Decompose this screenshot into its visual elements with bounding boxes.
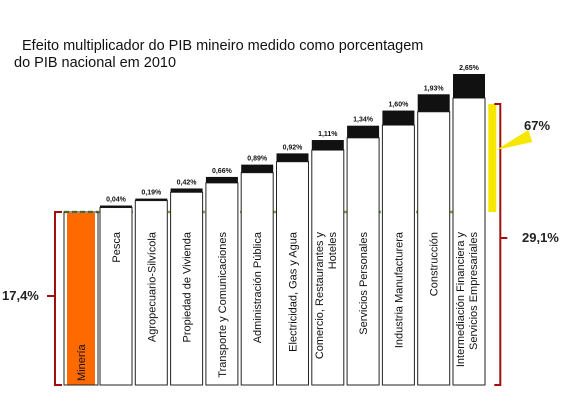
category-label-4: Transporte y Comunicaciones (217, 232, 229, 378)
category-label-10: Construcción (429, 232, 441, 296)
bar-increment-2 (135, 198, 168, 201)
category-label-mineria: Minería (76, 343, 88, 381)
multiplier-bar (488, 104, 497, 212)
bar-cumulative-11 (452, 97, 486, 386)
value-label-5: 0,89% (247, 156, 268, 163)
category-label-5: Administración Pública (252, 231, 264, 343)
value-label-2: 0,19% (141, 190, 162, 197)
bar-increment-7 (311, 140, 344, 151)
grand-total-label: 29,1% (522, 230, 559, 245)
value-label-3: 0,42% (177, 179, 198, 186)
bar-increment-8 (347, 125, 380, 138)
bar-cumulative-4 (205, 182, 239, 386)
category-label-7-line-2: Hoteles (327, 232, 339, 270)
value-label-7: 1,11% (318, 131, 338, 138)
value-label-6: 0,92% (283, 144, 304, 151)
bar-cumulative-5 (240, 172, 274, 386)
bar-increment-4 (205, 176, 238, 183)
bar-cumulative-10 (417, 111, 451, 386)
value-label-1: 0,04% (106, 197, 127, 204)
category-label-9: Industria Manufacturera (393, 231, 405, 348)
multiplier-label: 67% (524, 118, 550, 133)
bar-cumulative-3 (170, 191, 204, 386)
multiplier-arrow (496, 130, 533, 150)
value-label-9: 1,60% (388, 102, 409, 109)
category-label-6: Electricidad, Gas y Agua (288, 231, 300, 352)
bar-increment-6 (276, 153, 309, 162)
bar-increment-1 (100, 205, 132, 208)
bar-cumulative-9 (381, 124, 415, 386)
bracket-base (54, 211, 62, 386)
bar-mineria (67, 213, 95, 385)
bar-increment-3 (170, 188, 203, 193)
category-label-1: Pesca (111, 231, 123, 262)
bar-cumulative-1 (99, 207, 133, 386)
bar-frame-mineria (63, 211, 99, 386)
category-label-7-line-1: Comercio, Restaurantes y (314, 232, 326, 360)
value-label-8: 1,34% (353, 117, 374, 124)
category-label-11-line-2: Servicios Empresariales (468, 232, 480, 350)
category-label-2: Agropecuario-Silvícola (146, 231, 158, 342)
value-label-11: 2,65% (459, 65, 480, 72)
category-label-3: Propiedad de Vivienda (182, 231, 194, 342)
bar-increment-11 (453, 74, 485, 98)
category-label-11-line-1: Intermediación Financiera y (455, 232, 467, 368)
base-total-label: 17,4% (2, 288, 39, 303)
bar-cumulative-2 (134, 200, 168, 386)
chart-title: Efeito multiplicador do PIB mineiro medi… (14, 38, 484, 72)
chart-title-line-1: Efeito multiplicador do PIB mineiro medi… (22, 38, 424, 54)
bracket-total (494, 103, 502, 386)
bar-increment-5 (241, 164, 274, 173)
value-label-4: 0,66% (212, 168, 233, 175)
category-label-8: Servicios Personales (358, 232, 370, 335)
value-label-10: 1,93% (424, 85, 445, 92)
bar-increment-10 (417, 94, 450, 112)
bar-increment-9 (382, 110, 415, 126)
bar-cumulative-8 (346, 137, 380, 386)
chart-title-line-2: do PIB nacional em 2010 (14, 55, 177, 71)
